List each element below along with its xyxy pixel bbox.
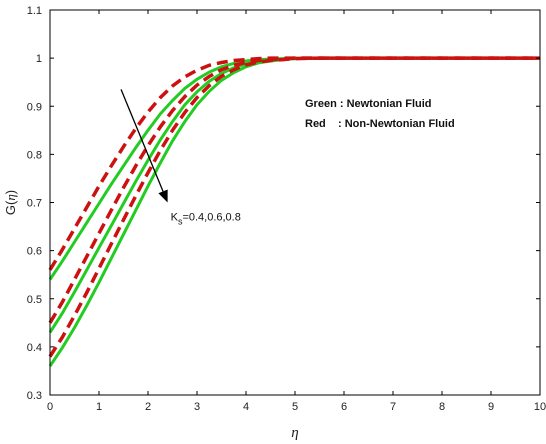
- y-tick-label: 0.8: [27, 149, 42, 161]
- legend-entry-red: Red : Non-Newtonian Fluid: [305, 118, 455, 130]
- x-tick-label: 2: [145, 401, 151, 413]
- y-axis-label-prefix: G(: [3, 200, 18, 215]
- x-tick-label: 6: [341, 401, 347, 413]
- annotation-ks-label: Ks=0.4,0.6,0.8: [171, 212, 241, 227]
- y-axis-label: G(η): [3, 190, 18, 215]
- x-tick-label: 4: [243, 401, 249, 413]
- annotation-k: K: [171, 212, 179, 224]
- series-line-red-2: [48, 56, 540, 324]
- series-line-green-1: [48, 56, 540, 281]
- y-tick-label: 1: [36, 53, 42, 65]
- y-tick-label: 1.1: [27, 5, 42, 17]
- y-tick-label: 0.5: [27, 294, 42, 306]
- series-line-red-3: [48, 56, 540, 358]
- annotation-values: =0.4,0.6,0.8: [182, 212, 240, 224]
- x-axis-label: η: [291, 425, 298, 441]
- y-axis-label-symbol: η: [3, 194, 18, 200]
- y-axis-label-suffix: ): [3, 190, 18, 194]
- axis-ticks: 0 1 2 3 4 5 6 7 8 9 10 0.3 0.4 0.5 0.6 0.7 0.8 0.9 1 1.1: [27, 5, 546, 413]
- x-tick-label: 8: [439, 401, 445, 413]
- y-tick-label: 0.6: [27, 246, 42, 258]
- annotation-arrow: [120, 89, 164, 192]
- x-tick-label: 10: [534, 401, 546, 413]
- legend-entry-green: Green : Newtonian Fluid: [305, 98, 432, 110]
- y-tick-label: 0.7: [27, 198, 42, 210]
- x-tick-label: 9: [488, 401, 494, 413]
- annotation-arrowhead: [158, 189, 168, 203]
- y-tick-label: 0.3: [27, 390, 42, 402]
- annotation-k-subscript: s: [178, 217, 183, 227]
- x-tick-label: 1: [96, 401, 102, 413]
- y-tick-label: 0.9: [27, 101, 42, 113]
- series-line-green-3: [48, 56, 540, 367]
- x-tick-label: 3: [194, 401, 200, 413]
- y-tick-label: 0.4: [27, 342, 42, 354]
- x-tick-label: 7: [390, 401, 396, 413]
- series-line-red-1: [48, 56, 540, 271]
- x-tick-label: 5: [292, 401, 298, 413]
- series-lines: [48, 56, 540, 367]
- series-line-green-2: [48, 56, 540, 334]
- x-tick-label: 0: [47, 401, 53, 413]
